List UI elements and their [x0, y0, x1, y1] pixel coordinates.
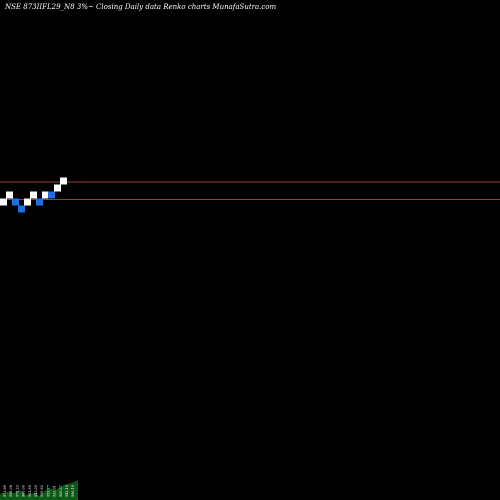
renko-brick-down	[48, 191, 55, 199]
renko-brick-up	[30, 191, 37, 199]
volume-label: 959.77	[46, 485, 50, 497]
volume-label: 975.23	[15, 485, 19, 497]
volume-label: 998.08	[9, 485, 13, 497]
renko-brick-up	[24, 198, 31, 206]
renko-brick-up	[42, 191, 49, 199]
volume-label: 932.01	[53, 485, 57, 497]
volume-label: 973.69	[3, 485, 7, 497]
chart-title: NSE 873IIFL29_N8 3%~ Closing Daily data …	[4, 3, 277, 11]
renko-brick-up	[60, 177, 67, 185]
volume-area-fill	[0, 480, 78, 500]
volume-label: 960.00	[22, 485, 26, 497]
volume-label: 952.89	[28, 485, 32, 497]
volume-label: 943.39	[34, 485, 38, 497]
reference-lines	[0, 181, 500, 200]
renko-brick-up	[6, 191, 13, 199]
renko-brick-down	[12, 198, 19, 206]
renko-bricks	[0, 177, 67, 213]
renko-brick-down	[36, 198, 43, 206]
renko-brick-down	[18, 205, 25, 213]
renko-brick-up	[0, 198, 7, 206]
renko-brick-up	[54, 184, 61, 192]
volume-label: 950.83	[40, 485, 44, 497]
volume-label: 996.19	[71, 485, 75, 497]
volume-label: 942.10	[65, 485, 69, 497]
volume-label: 908.57	[59, 485, 63, 497]
volume-area: 973.69 998.08 975.23 960.00 952.89 943.39 950.…	[0, 480, 78, 500]
